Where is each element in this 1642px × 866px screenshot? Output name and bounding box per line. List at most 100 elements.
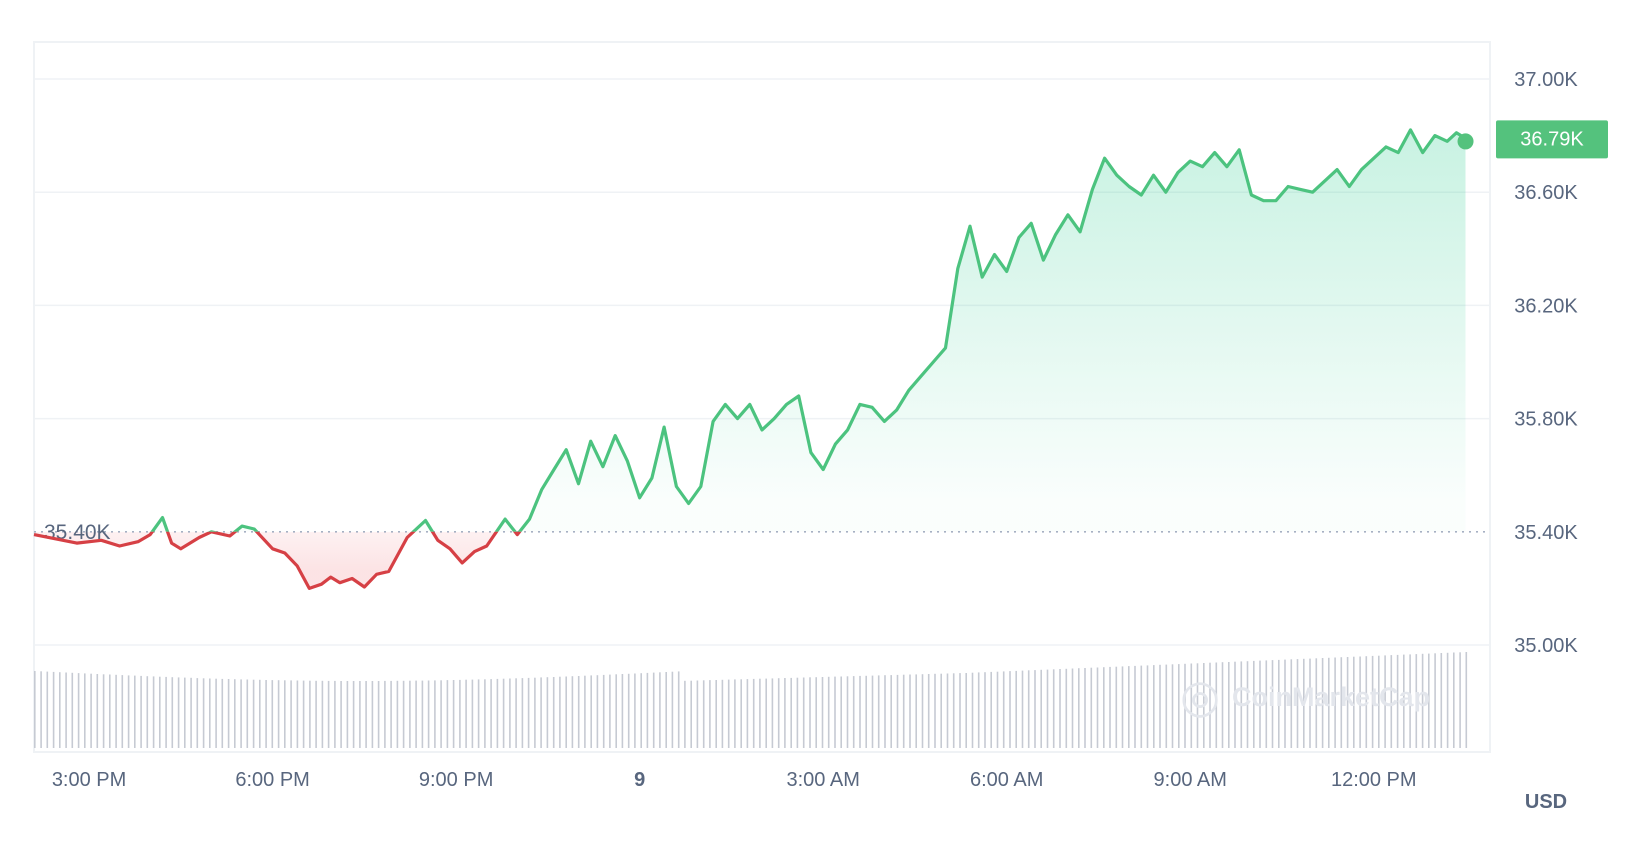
volume-bar [809,677,811,748]
volume-bar [1034,670,1036,748]
volume-bar [1046,669,1049,748]
volume-bar [721,679,724,748]
volume-bar [396,680,399,748]
volume-bar [559,676,561,748]
volume-bar [434,680,436,748]
volume-bar [290,680,292,748]
volume-bar [177,677,180,748]
volume-bar [1259,660,1261,748]
volume-bar [1459,652,1461,748]
reference-label: 35.40K [44,521,111,544]
volume-bar [371,681,374,748]
volume-bar [40,671,42,748]
volume-bar [1321,658,1324,748]
volume-bar [221,678,224,748]
y-tick-label: 35.80K [1514,409,1578,431]
volume-bar [1228,662,1230,748]
volume-bar [77,673,80,748]
volume-bar [940,673,942,748]
x-tick-label: 3:00 AM [786,769,859,791]
plot-frame [33,41,1491,753]
volume-bar [546,677,549,748]
volume-bar [1415,654,1418,748]
area-below [34,531,1466,589]
volume-bar [884,675,886,748]
volume-bar [527,677,530,748]
watermark-logo-icon: ◎ [1180,669,1220,723]
volume-bar [1384,655,1386,748]
volume-bar [1134,665,1136,748]
volume-bar [296,680,299,748]
volume-bar [821,677,824,748]
volume-bar [852,676,855,748]
volume-bar [52,671,55,748]
volume-bar [1359,656,1361,748]
volume-bar [1396,654,1399,748]
volume-bar [377,681,380,748]
volume-bar [259,679,261,748]
volume-bar [1027,670,1030,748]
volume-bar [171,677,174,748]
volume-bar [1078,668,1080,748]
volume-bar [1002,671,1005,748]
volume-bar [834,676,836,748]
x-tick-label: 12:00 PM [1331,769,1417,791]
volume-bar [602,674,605,748]
volume-bar [1121,666,1124,748]
volume-bar [152,676,155,748]
volume-bar [1290,659,1293,748]
volume-bar [796,677,799,748]
volume-bar [115,674,117,748]
volume-bar [1315,658,1318,748]
volume-bar [446,680,449,748]
volume-bar [459,679,461,748]
volume-bar [715,680,717,748]
volume-bar [946,673,949,748]
current-price-label: 36.79K [1520,128,1584,150]
volume-bar [384,680,386,748]
volume-bar [571,676,574,748]
volume-bar [1184,663,1186,748]
volume-bar [302,680,305,748]
volume-bar [1196,663,1199,748]
last-price-dot[interactable] [1457,133,1474,150]
volume-bar [877,675,880,748]
volume-bars [34,652,1468,748]
volume-bar [921,674,924,748]
volume-bar [365,681,367,748]
volume-bar [140,675,142,748]
volume-bar [415,680,417,748]
volume-bar [1109,666,1111,748]
volume-bar [615,674,617,748]
area-fill-below [34,531,1466,589]
volume-bar [996,671,999,748]
volume-bar [977,672,980,748]
volume-bar [709,680,711,748]
volume-bar [577,676,580,748]
volume-bar [640,673,642,748]
volume-bar [477,679,480,748]
volume-bar [752,678,755,748]
volume-bar [759,678,761,748]
volume-bar [965,673,967,748]
volume-bar [952,673,955,748]
volume-bar [1096,667,1099,748]
volume-bar [1371,655,1374,748]
volume-bar [659,672,661,748]
volume-bar [496,678,499,748]
volume-bar [402,680,405,748]
volume-bar [1328,657,1330,748]
volume-bar [502,678,505,748]
volume-bar [427,680,430,748]
volume-bar [59,672,61,748]
volume-bar [927,674,930,748]
volume-bar [1346,657,1349,748]
volume-bar [252,679,255,748]
volume-bar [352,681,355,748]
volume-bar [1115,666,1118,748]
volume-bar [859,675,861,748]
volume-bar [790,677,792,748]
price-line-above [150,128,1467,532]
volume-bar [934,673,936,748]
